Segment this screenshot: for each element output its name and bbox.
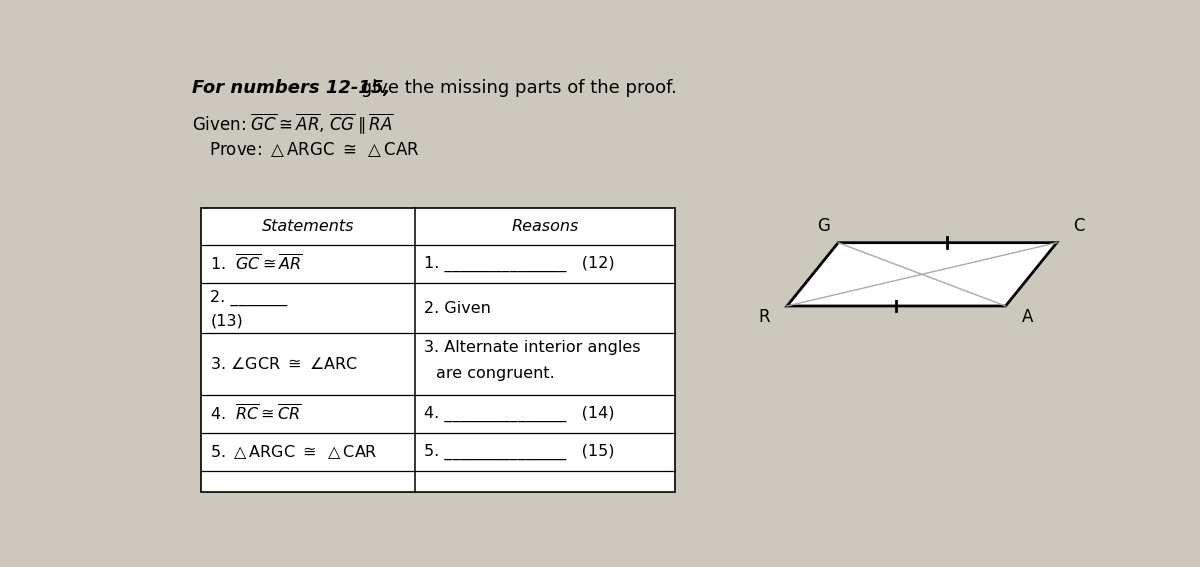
Text: C: C — [1074, 217, 1085, 235]
Text: give the missing parts of the proof.: give the missing parts of the proof. — [355, 79, 677, 97]
Text: 2. _______: 2. _______ — [210, 289, 288, 306]
Text: For numbers 12-15,: For numbers 12-15, — [192, 79, 390, 97]
Text: 4.  $\overline{RC} \cong \overline{CR}$: 4. $\overline{RC} \cong \overline{CR}$ — [210, 404, 302, 424]
Text: R: R — [758, 308, 770, 327]
Text: Statements: Statements — [262, 219, 354, 234]
Text: 3. Alternate interior angles: 3. Alternate interior angles — [425, 340, 641, 354]
Text: 2. Given: 2. Given — [425, 301, 491, 316]
Text: A: A — [1022, 308, 1033, 327]
Text: (13): (13) — [210, 314, 244, 328]
Text: 4. _______________   (14): 4. _______________ (14) — [425, 406, 614, 422]
Text: G: G — [817, 217, 830, 235]
Text: 3. $\angle$GCR $\cong$ $\angle$ARC: 3. $\angle$GCR $\cong$ $\angle$ARC — [210, 356, 359, 372]
Polygon shape — [787, 243, 1057, 306]
Text: Given: $\overline{GC} \cong \overline{AR}$, $\overline{CG} \parallel \overline{R: Given: $\overline{GC} \cong \overline{AR… — [192, 112, 394, 136]
Text: Prove: $\triangle$ARGC $\cong$ $\triangle$CAR: Prove: $\triangle$ARGC $\cong$ $\triangl… — [209, 140, 420, 159]
Text: Reasons: Reasons — [511, 219, 578, 234]
Text: 5. _______________   (15): 5. _______________ (15) — [425, 444, 614, 460]
Bar — [202, 208, 676, 492]
Text: 1. _______________   (12): 1. _______________ (12) — [425, 256, 614, 272]
Text: 1.  $\overline{GC} \cong \overline{AR}$: 1. $\overline{GC} \cong \overline{AR}$ — [210, 254, 304, 274]
Text: 5. $\triangle$ARGC $\cong$ $\triangle$CAR: 5. $\triangle$ARGC $\cong$ $\triangle$CA… — [210, 443, 378, 461]
Text: are congruent.: are congruent. — [437, 366, 556, 382]
